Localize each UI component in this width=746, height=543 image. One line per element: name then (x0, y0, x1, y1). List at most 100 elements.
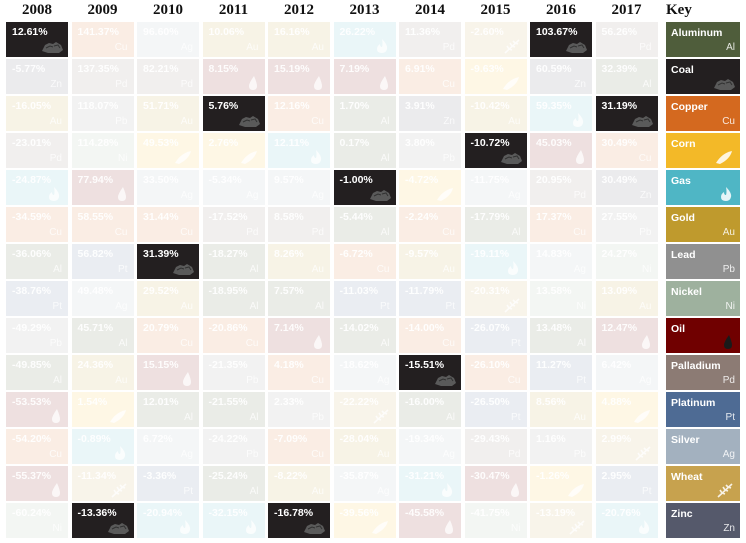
table-cell: 118.07% Pb (71, 96, 134, 131)
table-cell: 4.18% Cu (268, 355, 330, 390)
coal-icon (304, 523, 325, 534)
cell-symbol: Pd (508, 449, 521, 460)
cell-value: -4.72% (405, 174, 439, 186)
table-cell: -2.24% Cu (399, 207, 461, 242)
cell-symbol: Cu (245, 338, 259, 349)
cell-symbol: Au (311, 42, 324, 53)
cell-symbol: Cu (114, 227, 128, 238)
cell-value: 82.21% (143, 63, 179, 75)
drop-icon (445, 520, 453, 534)
table-cell: 16.16% Au (268, 22, 330, 57)
cell-symbol: Cu (49, 227, 62, 238)
cell-symbol: Zn (639, 190, 652, 201)
cell-value: -26.10% (470, 359, 510, 371)
cell-symbol: Ag (442, 449, 455, 460)
cell-value: -9.57% (405, 248, 439, 260)
flame-icon (638, 520, 649, 534)
table-cell: -55.37% (6, 466, 68, 501)
table-cell: 49.53% (137, 133, 199, 168)
cell-symbol: Cu (180, 338, 193, 349)
cell-value: 56.26% (601, 26, 638, 38)
legend-label: Nickel (671, 286, 702, 298)
cell-value: -54.20% (12, 433, 52, 445)
drop-icon (510, 483, 519, 497)
cell-symbol: Pb (311, 412, 324, 423)
table-cell: 8.56% Au (530, 392, 592, 427)
table-cell: 14.83% Ag (530, 244, 592, 279)
cell-value: -41.75% (470, 507, 510, 519)
table-cell: 8.15% (202, 59, 265, 94)
cell-value: -8.22% (274, 470, 308, 482)
table-cell: 8.26% Au (268, 244, 330, 279)
cell-symbol: Pb (442, 153, 455, 164)
legend-item-aluminum: Aluminum Al (666, 22, 740, 57)
coal-icon (435, 375, 456, 386)
cell-value: 2.99% (601, 433, 632, 445)
table-cell: -32.15% (202, 503, 265, 538)
year-header: 2010 (153, 2, 183, 18)
table-cell: 11.36% Pd (399, 22, 461, 57)
coal-icon (369, 190, 391, 201)
table-cell: 29.52% Au (137, 281, 199, 316)
table-cell: 3.80% Pb (399, 133, 461, 168)
cell-symbol: Al (380, 153, 390, 164)
cell-value: 11.36% (405, 26, 441, 38)
table-cell: -10.72% (464, 133, 527, 168)
table-cell: -4.72% (399, 170, 461, 205)
drop-icon (117, 187, 126, 201)
cell-value: 49.48% (77, 285, 114, 297)
cell-symbol: Ag (115, 301, 128, 312)
cell-value: -60.24% (12, 507, 52, 519)
cell-value: 11.27% (536, 359, 572, 371)
cell-value: -20.31% (470, 285, 510, 297)
cell-symbol: Ag (180, 42, 193, 53)
cell-symbol: Cu (311, 449, 324, 460)
cell-value: 27.55% (601, 211, 638, 223)
legend-item-zinc: Zinc Zn (666, 503, 740, 538)
wheat-icon (110, 483, 127, 498)
cell-value: -19.34% (405, 433, 445, 445)
cell-symbol: Pd (311, 227, 324, 238)
cell-value: -21.35% (208, 359, 248, 371)
legend-label: Zinc (671, 508, 693, 520)
cell-symbol: Au (49, 116, 62, 127)
cell-value: -49.85% (12, 359, 52, 371)
cell-value: -22.22% (339, 396, 379, 408)
cell-value: -23.01% (12, 137, 52, 149)
table-cell: 56.82% Pt (71, 244, 134, 279)
cell-symbol: Cu (376, 264, 390, 275)
year-header: 2008 (22, 2, 52, 18)
cell-symbol: Cu (180, 227, 193, 238)
coal-icon (631, 116, 653, 127)
legend-label: Silver (671, 434, 700, 446)
legend-item-palladium: Palladium Pd (666, 355, 740, 390)
table-cell: 1.54% (71, 392, 134, 427)
table-cell: -16.05% Au (6, 96, 68, 131)
cell-value: 3.80% (405, 137, 435, 149)
flame-icon (311, 150, 322, 164)
cell-value: 2.95% (601, 470, 632, 482)
cell-value: -49.29% (12, 322, 52, 334)
table-cell: -20.76% (595, 503, 658, 538)
table-cell: 12.61% (6, 22, 68, 57)
cell-symbol: Cu (638, 153, 652, 164)
table-cell: 59.35% (530, 96, 592, 131)
table-cell: -0.89% (71, 429, 134, 464)
table-cell: 30.49% Cu (595, 133, 658, 168)
cell-value: -45.58% (405, 507, 445, 519)
cell-value: -15.51% (405, 359, 445, 371)
cell-value: -2.60% (470, 26, 504, 38)
cell-symbol: Al (249, 486, 259, 497)
legend-item-gas: Gas (666, 170, 740, 205)
cell-value: 8.58% (274, 211, 304, 223)
cell-value: -1.00% (339, 174, 373, 186)
table-cell: -16.78% (268, 503, 330, 538)
year-header: 2015 (480, 2, 511, 18)
table-cell: -41.75% Ni (464, 503, 527, 538)
cell-symbol: Au (573, 412, 586, 423)
cell-value: -5.44% (339, 211, 373, 223)
cell-value: 51.71% (143, 100, 179, 112)
cell-symbol: Al (511, 227, 521, 238)
cell-symbol: Au (246, 42, 259, 53)
drop-icon (52, 409, 60, 423)
